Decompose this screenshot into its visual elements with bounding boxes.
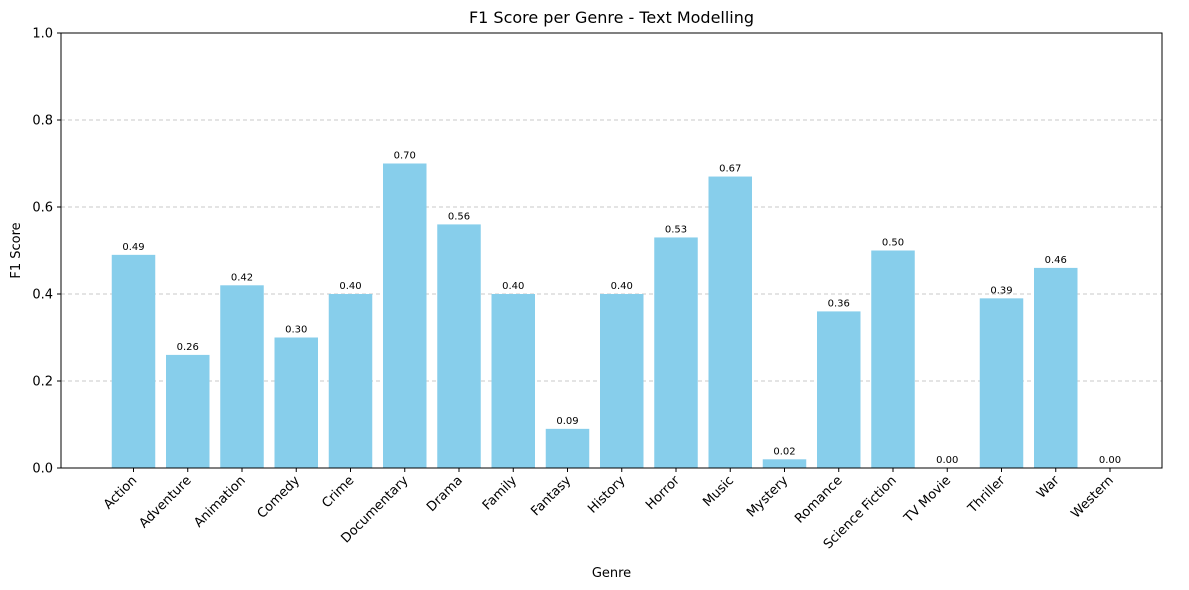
x-tick-label: Drama bbox=[424, 473, 466, 515]
x-tick-label: Family bbox=[480, 473, 520, 513]
y-tick-label: 0.0 bbox=[32, 462, 53, 477]
y-tick-label: 0.2 bbox=[32, 375, 53, 390]
x-tick-label: Fantasy bbox=[528, 473, 574, 519]
x-tick-label: War bbox=[1034, 473, 1063, 502]
x-tick-label: Action bbox=[101, 473, 140, 512]
bar bbox=[545, 428, 590, 468]
bar bbox=[166, 354, 210, 468]
bar-value-label: 0.70 bbox=[394, 151, 416, 162]
bar bbox=[437, 224, 481, 468]
bar bbox=[491, 294, 535, 468]
x-tick-label: Music bbox=[700, 473, 737, 510]
bar-value-label: 0.26 bbox=[177, 342, 199, 353]
x-tick-label: Animation bbox=[191, 473, 248, 530]
bar-value-label: 0.49 bbox=[122, 242, 144, 253]
bar bbox=[1034, 267, 1078, 468]
bars bbox=[111, 163, 1078, 469]
y-axis-label: F1 Score bbox=[9, 222, 24, 278]
y-tick-label: 1.0 bbox=[32, 27, 53, 42]
x-axis-label: Genre bbox=[592, 566, 631, 581]
bar bbox=[817, 311, 861, 468]
bar-value-label: 0.40 bbox=[502, 281, 524, 292]
bar-value-label: 0.39 bbox=[990, 285, 1012, 296]
bar bbox=[111, 254, 156, 468]
x-tick-label: Western bbox=[1069, 473, 1117, 521]
bar bbox=[871, 250, 915, 468]
bar-value-label: 0.40 bbox=[339, 281, 361, 292]
x-tick-label: Horror bbox=[643, 473, 683, 513]
bar-value-label: 0.02 bbox=[773, 446, 795, 457]
bar bbox=[600, 294, 644, 468]
y-axis-ticks: 0.0 0.2 0.4 0.6 0.8 1.0 bbox=[32, 27, 61, 477]
bar bbox=[328, 294, 373, 468]
y-tick-label: 0.8 bbox=[32, 114, 53, 129]
bar bbox=[762, 459, 807, 468]
bar-value-label: 0.56 bbox=[448, 211, 470, 222]
bar bbox=[708, 176, 752, 469]
y-tick-label: 0.4 bbox=[32, 288, 53, 303]
bar-value-label: 0.53 bbox=[665, 224, 687, 235]
bar bbox=[220, 285, 264, 468]
x-tick-label: History bbox=[585, 473, 629, 517]
x-tick-label: Mystery bbox=[744, 473, 791, 520]
bar-value-label: 0.30 bbox=[285, 325, 307, 336]
bar-value-label: 0.09 bbox=[556, 416, 578, 427]
chart-title: F1 Score per Genre - Text Modelling bbox=[469, 8, 754, 27]
x-tick-label: Romance bbox=[792, 473, 845, 526]
x-tick-label: Comedy bbox=[255, 473, 304, 522]
bar bbox=[383, 163, 427, 468]
x-tick-label: Crime bbox=[319, 473, 357, 511]
bar-value-label: 0.00 bbox=[1099, 455, 1121, 466]
y-tick-label: 0.6 bbox=[32, 201, 53, 216]
bar bbox=[654, 237, 698, 468]
x-tick-label: Adventure bbox=[136, 473, 194, 531]
x-tick-label: TV Movie bbox=[901, 473, 954, 526]
bar-value-label: 0.40 bbox=[611, 281, 633, 292]
bar-value-label: 0.50 bbox=[882, 238, 904, 249]
bar bbox=[274, 337, 318, 468]
bar-value-labels: 0.49 0.26 0.42 0.30 0.40 0.70 0.56 0.40 0.09 0.40… bbox=[122, 151, 1121, 467]
plot-frame bbox=[60, 32, 1163, 469]
bar-value-label: 0.00 bbox=[936, 455, 958, 466]
bar-value-label: 0.46 bbox=[1045, 255, 1067, 266]
bar-value-label: 0.42 bbox=[231, 272, 253, 283]
bar-value-label: 0.67 bbox=[719, 164, 741, 175]
bar bbox=[979, 298, 1024, 468]
bar-value-label: 0.36 bbox=[828, 298, 850, 309]
x-tick-label: Thriller bbox=[965, 473, 1009, 517]
